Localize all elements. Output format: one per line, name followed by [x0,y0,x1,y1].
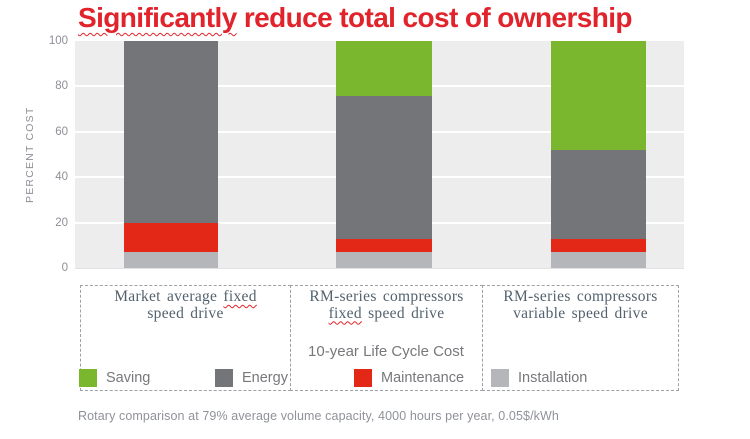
legend-label: Installation [518,370,588,386]
category-label-line: variable speed drive [513,304,648,322]
bar-segment-installation [336,252,432,268]
title-misspelled-word: Significantly [78,2,237,33]
y-axis-title: PERCENT COST [24,106,36,203]
bar-segment-maintenance [336,238,432,253]
misspelled-word: fixed [223,288,257,305]
misspelled-word: fixed [328,304,362,322]
legend-swatch-saving [79,369,97,387]
category-box-3: RM-series compressors variable speed driv… [482,285,679,391]
category-label-line: fixed speed drive [328,304,445,322]
legend-label: Energy [242,370,288,386]
y-tick-label: 60 [55,125,68,138]
legend-swatch-installation [491,369,509,387]
y-tick-label: 0 [61,262,68,274]
y-tick-label: 40 [55,171,68,184]
bar-segment-maintenance [551,238,646,253]
category-label-line: RM-series compressors [309,288,464,305]
category-box-1: Market average fixed speed drive [80,285,291,391]
category-label-line: Market average fixed [114,288,257,305]
legend-item-installation: Installation [491,369,587,387]
legend-label: Maintenance [381,370,465,386]
legend-item-maintenance: Maintenance [354,369,464,387]
y-tick-label: 80 [55,80,68,93]
bar-segment-energy [551,150,646,239]
category-label-line: RM-series compressors [503,288,658,305]
bar-3 [551,41,646,268]
legend-item-energy: Energy [215,369,288,387]
bar-1 [124,41,218,268]
legend-swatch-maintenance [354,369,372,387]
category-label-line: speed drive [147,304,224,322]
plot-area [75,41,684,269]
bar-segment-maintenance [124,222,218,253]
bar-2 [336,41,432,268]
category-box-2: RM-series compressors fixed speed drive [290,285,483,391]
bar-segment-saving [336,41,432,96]
slide-title: Significantly reduce total cost of owner… [78,2,633,34]
bar-segment-installation [551,252,646,268]
bar-segment-energy [336,95,432,239]
title-rest: reduce total cost of ownership [243,2,633,33]
legend-swatch-energy [215,369,233,387]
bar-segment-energy [124,41,218,223]
y-tick-label: 20 [55,216,68,229]
bar-segment-saving [551,41,646,150]
footnote: Rotary comparison at 79% average volume … [78,409,559,423]
life-cycle-cost-label: 10-year Life Cycle Cost [308,343,464,360]
legend-item-saving: Saving [79,369,150,387]
y-tick-label: 100 [48,35,68,47]
legend-label: Saving [106,370,151,386]
bar-segment-installation [124,252,218,268]
